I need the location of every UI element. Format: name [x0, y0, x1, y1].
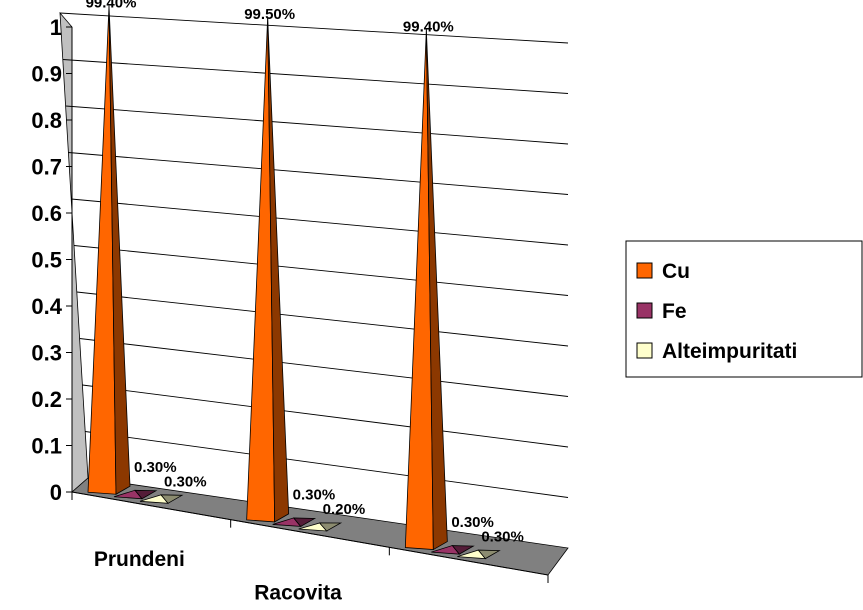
- pyramid-side-face: [318, 522, 343, 532]
- data-label: 99.40%: [86, 0, 137, 12]
- legend-label-alteimpuritati: Alteimpuritati: [662, 340, 797, 363]
- pyramid-side-face: [134, 489, 158, 500]
- x-axis-line: [71, 491, 549, 576]
- legend-box: [625, 240, 863, 378]
- data-label: 99.40%: [403, 19, 454, 36]
- pyramid-side-face: [108, 5, 131, 495]
- y-tick-label: 0.1: [31, 434, 62, 459]
- y-tick-label: 0.8: [31, 108, 62, 133]
- pyramid-cu-obogeni: [404, 29, 448, 551]
- gridlines: [59, 12, 569, 498]
- data-label: 0.30%: [134, 459, 177, 476]
- data-label: 99.50%: [244, 6, 295, 23]
- pyramid-side-face: [267, 17, 290, 523]
- pyramids: [87, 5, 501, 560]
- y-tick-label: 0.6: [31, 201, 62, 226]
- y-tick-label: 0.9: [31, 62, 62, 87]
- gridline: [68, 152, 569, 195]
- pyramid-fe-obogeni: [431, 545, 475, 555]
- legend: Cu Fe Alteimpuritati: [625, 240, 863, 378]
- data-label: 0.30%: [164, 473, 207, 490]
- gridline: [62, 59, 569, 94]
- y-tick-label: 0.5: [31, 248, 62, 273]
- pyramid-fe-prundeni: [113, 489, 158, 500]
- gridline: [79, 338, 569, 397]
- x-tick-label: Racovita: [254, 582, 342, 605]
- y-tick-label: 0: [50, 480, 62, 505]
- pyramid-side-face: [425, 29, 448, 551]
- legend-swatch-fe: [636, 302, 653, 319]
- gridline: [59, 12, 569, 44]
- pyramid-cu-racovita: [246, 17, 290, 523]
- y-tick-label: 0.4: [31, 294, 62, 319]
- legend-swatch-alteimpuritati: [636, 342, 653, 359]
- pyramid-side-face: [477, 549, 501, 560]
- gridline: [73, 245, 569, 296]
- y-tick-label: 0.7: [31, 155, 62, 180]
- data-label: 0.20%: [323, 501, 366, 518]
- pyramid-alteimpuritati-obogeni: [457, 549, 501, 560]
- pyramid-cu-prundeni: [87, 5, 131, 495]
- pyramid-fe-racovita: [272, 517, 317, 527]
- legend-swatch-cu: [636, 262, 653, 279]
- data-label: 0.30%: [293, 486, 336, 503]
- data-label: 0.30%: [481, 529, 524, 546]
- pyramid-alteimpuritati-racovita: [298, 522, 343, 532]
- gridline: [76, 291, 569, 347]
- y-tick-label: 0.2: [31, 387, 62, 412]
- gridline: [82, 384, 569, 448]
- pyramid-side-face: [292, 517, 317, 527]
- side-wall: [59, 11, 89, 493]
- data-labels: 99.40%0.30%0.30%99.50%0.30%0.20%99.40%0.…: [86, 0, 524, 546]
- gridline: [65, 105, 569, 145]
- y-tick-label: 0.3: [31, 341, 62, 366]
- gridline: [85, 431, 569, 498]
- pyramid-alteimpuritati-prundeni: [139, 494, 184, 504]
- y-axis-ticks: 0 0.1 0.2 0.3 0.4 0.5 0.6 0.7 0.8 0.9 1: [31, 15, 72, 505]
- x-axis-ticks: PrundeniRacovitaObogeni: [71, 492, 549, 605]
- y-tick-label: 1: [50, 15, 62, 40]
- legend-label-fe: Fe: [662, 300, 687, 323]
- pyramid-side-face: [160, 494, 184, 504]
- gridline: [71, 198, 569, 246]
- legend-label-cu: Cu: [662, 260, 690, 283]
- x-tick-label: Prundeni: [94, 548, 185, 571]
- data-label: 0.30%: [451, 514, 494, 531]
- pyramid-side-face: [451, 545, 475, 555]
